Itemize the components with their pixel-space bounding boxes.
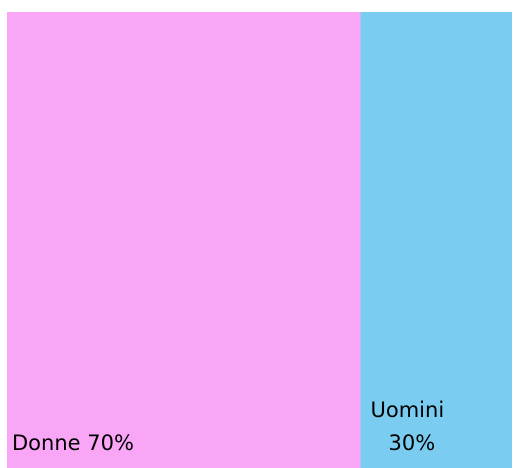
value-label: 70% xyxy=(87,431,134,455)
tile-label: Donne 70% xyxy=(12,431,134,455)
category-label: Donne xyxy=(12,431,81,455)
tile xyxy=(360,12,512,468)
category-label: Uomini xyxy=(371,398,445,422)
tile-label: Uomini 30% xyxy=(371,398,445,455)
tile xyxy=(7,12,361,468)
value-label: 30% xyxy=(389,431,436,455)
